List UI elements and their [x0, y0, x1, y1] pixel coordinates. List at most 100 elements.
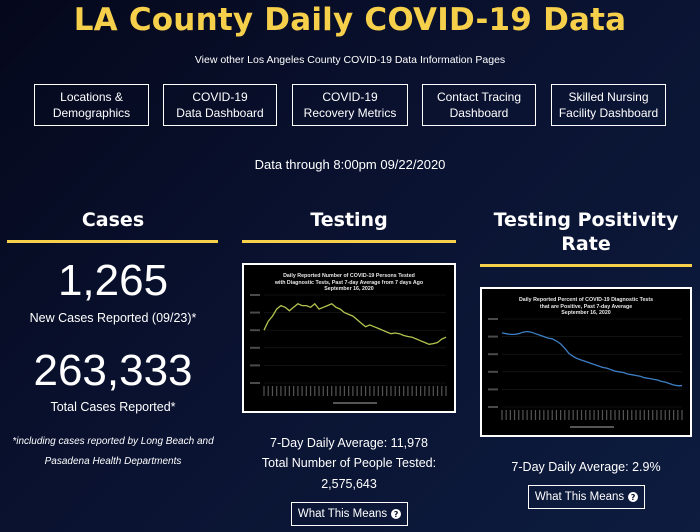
y-tick-mark	[250, 311, 260, 314]
x-tick-mark	[445, 386, 447, 396]
x-tick-mark	[660, 410, 662, 420]
y-tick-mark	[488, 370, 498, 373]
x-tick-mark	[369, 386, 371, 396]
x-tick-mark	[614, 410, 616, 420]
x-tick-mark	[271, 386, 274, 396]
x-tick-mark	[534, 410, 537, 420]
x-tick-mark	[398, 386, 401, 396]
legend-entry	[570, 426, 614, 428]
x-tick-mark	[280, 386, 282, 396]
x-tick-mark	[381, 386, 384, 396]
y-tick-mark	[488, 406, 498, 408]
testing-what-this-means-button[interactable]: What This Means?	[291, 502, 408, 526]
nav-button-data-dashboard[interactable]: COVID-19 Data Dashboard	[163, 84, 277, 126]
positivity-what-this-means-label: What This Means	[534, 491, 625, 503]
x-tick-mark	[509, 410, 511, 420]
x-tick-mark	[597, 410, 599, 420]
testing-heading: Testing	[310, 209, 388, 231]
cases-footnote-line1: *including cases reported by Long Beach …	[12, 436, 214, 447]
y-tick-mark	[250, 294, 260, 296]
x-tick-mark	[293, 386, 295, 396]
x-tick-mark	[335, 386, 337, 396]
x-tick-mark	[610, 410, 612, 420]
x-tick-mark	[373, 386, 375, 396]
x-tick-mark	[647, 410, 650, 420]
x-tick-mark	[656, 410, 658, 420]
total-cases-value: 263,333	[33, 346, 193, 395]
positivity-what-this-means-button[interactable]: What This Means?	[528, 485, 645, 509]
info-pages-subtitle: View other Los Angeles County COVID-19 D…	[194, 54, 506, 66]
nav-button-locations-demographics[interactable]: Locations & Demographics	[34, 84, 149, 126]
x-tick-mark	[322, 386, 324, 396]
cases-divider	[7, 240, 218, 243]
x-tick-mark	[394, 386, 396, 396]
x-tick-mark	[560, 410, 562, 420]
x-tick-mark	[415, 386, 417, 396]
x-tick-mark	[267, 386, 269, 396]
x-tick-mark	[505, 410, 507, 420]
testing-chart-title: Daily Reported Number of COVID-19 Person…	[274, 273, 424, 293]
x-tick-mark	[360, 386, 362, 396]
x-tick-mark	[635, 410, 637, 420]
y-tick-mark	[250, 329, 260, 332]
nav-button-recovery-metrics[interactable]: COVID-19 Recovery Metrics	[292, 84, 408, 126]
question-icon: ?	[628, 492, 639, 502]
x-tick-mark	[677, 410, 679, 420]
x-tick-mark	[424, 386, 426, 396]
x-tick-mark	[593, 410, 595, 420]
cases-footnote: *including cases reported by Long Beach …	[0, 432, 226, 472]
x-tick-mark	[551, 410, 553, 420]
positivity-daily-average: 7-Day Daily Average: 2.9%	[511, 460, 661, 474]
nav-button-contact-tracing[interactable]: Contact Tracing Dashboard	[422, 84, 536, 126]
x-tick-mark	[441, 386, 443, 396]
x-tick-mark	[390, 386, 392, 396]
x-tick-mark	[343, 386, 346, 396]
x-tick-mark	[543, 410, 545, 420]
legend-entry	[333, 402, 377, 404]
y-tick-mark	[488, 388, 498, 391]
y-tick-mark	[488, 335, 498, 338]
x-tick-mark	[664, 410, 666, 420]
x-tick-mark	[513, 410, 516, 420]
x-tick-mark	[428, 386, 430, 396]
question-icon: ?	[391, 509, 402, 519]
testing-total-value: 2,575,643	[321, 477, 377, 491]
series-line	[501, 330, 682, 387]
x-tick-mark	[539, 410, 541, 420]
x-tick-mark	[576, 410, 578, 420]
x-tick-mark	[631, 410, 633, 420]
positivity-divider	[480, 264, 692, 267]
x-tick-mark	[518, 410, 520, 420]
testing-total-label: Total Number of People Tested:	[261, 456, 437, 470]
x-tick-mark	[572, 410, 574, 420]
x-tick-mark	[284, 386, 286, 396]
x-tick-mark	[555, 410, 558, 420]
x-tick-mark	[288, 386, 290, 396]
x-tick-mark	[305, 386, 307, 396]
positivity-heading-line1: Testing Positivity	[493, 209, 679, 231]
x-tick-mark	[297, 386, 299, 396]
x-tick-mark	[407, 386, 409, 396]
x-tick-mark	[331, 386, 333, 396]
x-tick-mark	[436, 386, 439, 396]
x-tick-mark	[420, 386, 422, 396]
x-tick-mark	[626, 410, 629, 420]
x-tick-mark	[585, 410, 587, 420]
x-tick-mark	[432, 386, 434, 396]
x-tick-mark	[526, 410, 528, 420]
x-tick-mark	[580, 410, 583, 420]
y-tick-mark	[488, 318, 498, 320]
x-tick-mark	[411, 386, 413, 396]
testing-chart-plot	[250, 294, 447, 404]
testing-chart: Daily Reported Number of COVID-19 Person…	[242, 263, 456, 413]
x-tick-mark	[547, 410, 549, 420]
series-line	[263, 302, 447, 345]
x-tick-mark	[377, 386, 379, 396]
y-tick-mark	[250, 364, 260, 367]
positivity-chart-title: Daily Reported Percent of COVID-19 Diagn…	[518, 297, 654, 317]
cases-footnote-line2: Pasadena Health Departments	[44, 456, 182, 467]
positivity-chart-plot	[488, 318, 683, 428]
nav-button-skilled-nursing[interactable]: Skilled Nursing Facility Dashboard	[551, 84, 666, 126]
x-tick-mark	[501, 410, 503, 420]
x-tick-mark	[326, 386, 329, 396]
